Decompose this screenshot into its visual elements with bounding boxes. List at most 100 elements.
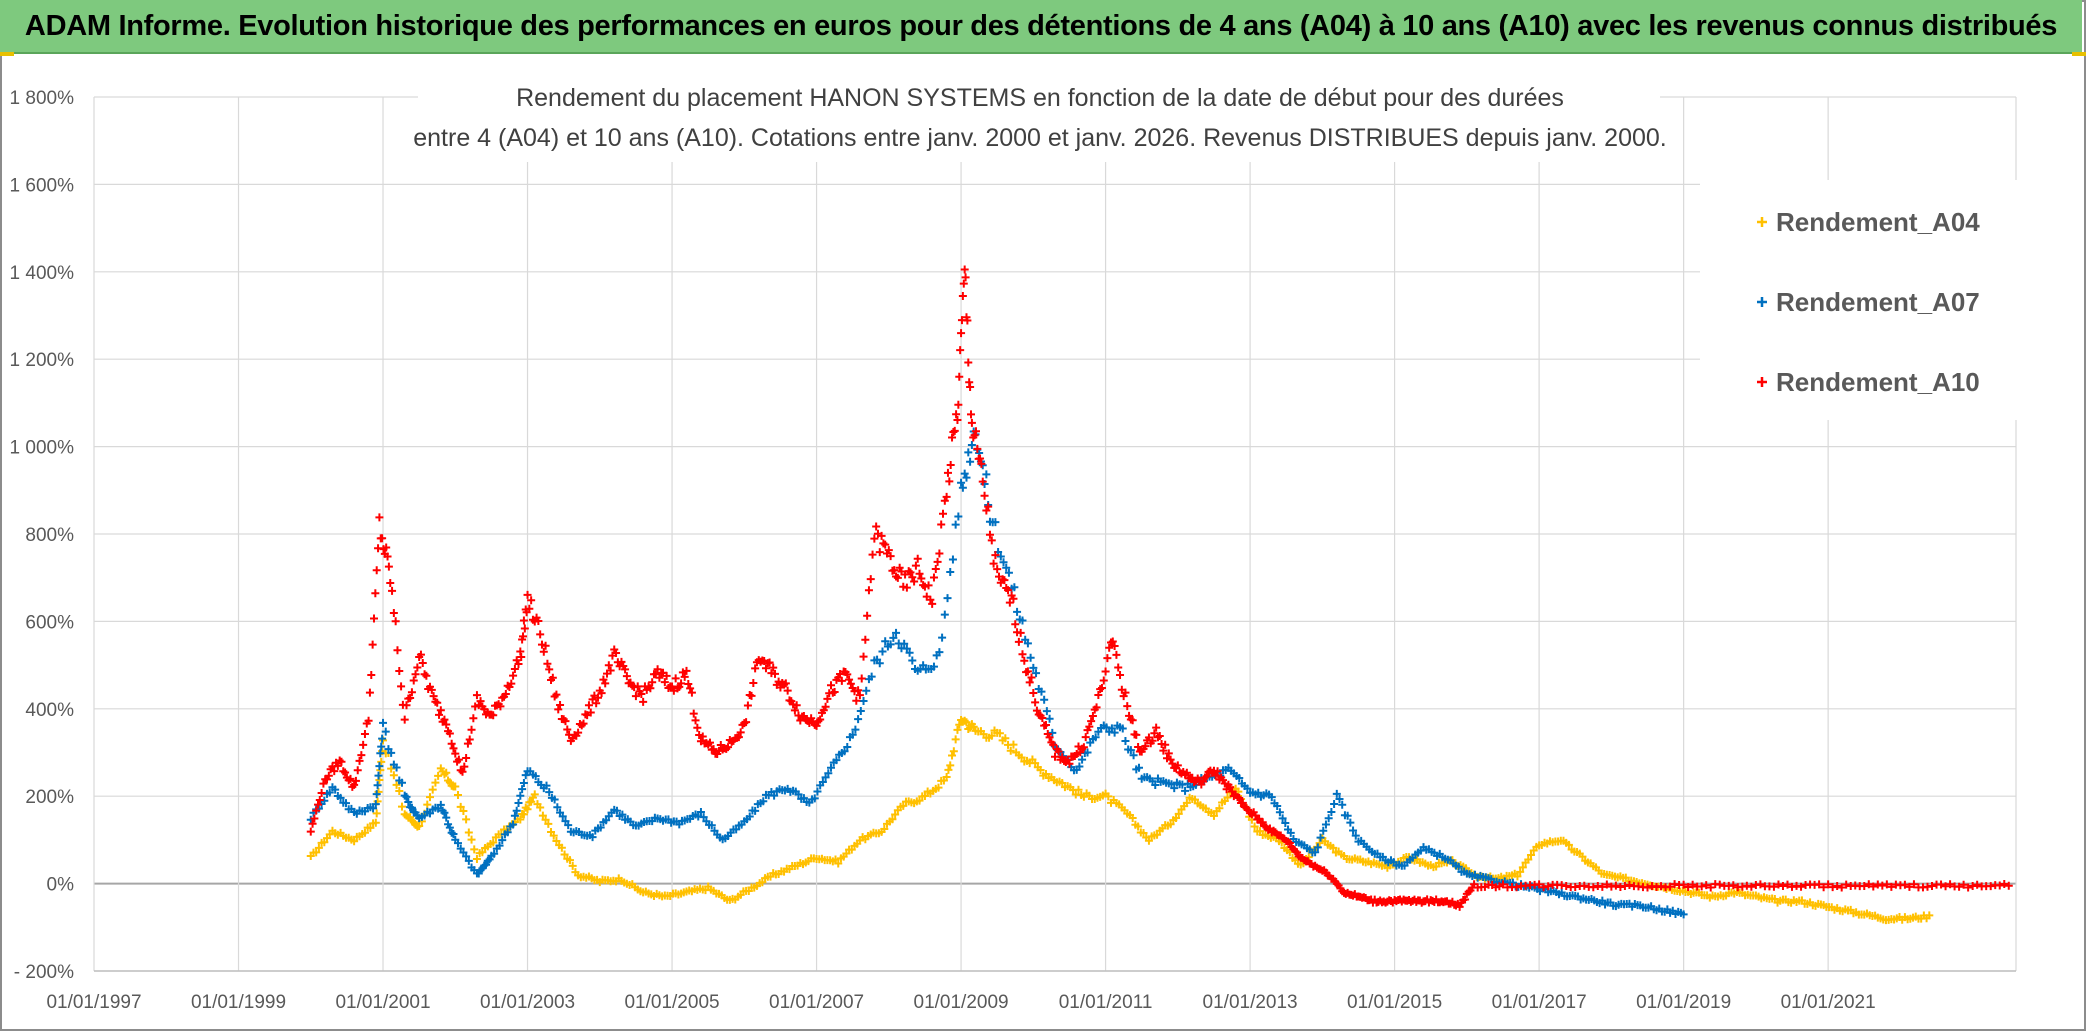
data-point: [1797, 882, 1806, 891]
data-point: [902, 644, 911, 653]
data-point: [1964, 883, 1973, 892]
data-point: [433, 698, 442, 707]
data-point: [1092, 703, 1101, 712]
data-point: [397, 682, 406, 691]
data-point: [1324, 814, 1333, 823]
data-point: [440, 808, 449, 817]
data-point: [402, 701, 411, 710]
data-point: [386, 579, 395, 588]
y-tick-label: 1 000%: [10, 438, 75, 459]
data-point: [310, 814, 319, 823]
data-point: [943, 468, 952, 477]
data-point: [1006, 746, 1015, 755]
data-point: [568, 861, 577, 870]
data-point: [481, 860, 490, 869]
data-point: [1026, 653, 1035, 662]
data-point: [948, 555, 957, 564]
data-point: [1023, 639, 1032, 648]
data-point: [962, 473, 971, 482]
data-point: [951, 735, 960, 744]
data-point: [1213, 767, 1222, 776]
data-point: [375, 513, 384, 522]
data-point: [476, 697, 485, 706]
data-point: [946, 460, 955, 469]
data-point: [395, 787, 404, 796]
data-point: [827, 763, 836, 772]
data-point: [536, 630, 545, 639]
data-point: [606, 666, 615, 675]
data-point: [388, 586, 397, 595]
data-point: [407, 803, 416, 812]
data-point: [1783, 880, 1792, 889]
data-point: [963, 316, 972, 325]
data-point: [1319, 826, 1328, 835]
data-point: [1132, 730, 1141, 739]
data-point: [1134, 742, 1143, 751]
data-point: [351, 776, 360, 785]
y-tick-label: 1 400%: [10, 263, 75, 284]
data-point: [400, 715, 409, 724]
data-point: [1166, 820, 1175, 829]
data-point: [516, 815, 525, 824]
data-point: [759, 797, 768, 806]
data-point: [406, 694, 415, 703]
data-point: [765, 658, 774, 667]
data-point: [556, 701, 565, 710]
data-point: [1706, 883, 1715, 892]
data-point: [1001, 734, 1010, 743]
data-point: [330, 767, 339, 776]
data-point: [910, 577, 919, 586]
data-point: [544, 819, 553, 828]
data-point: [503, 828, 512, 837]
data-point: [435, 710, 444, 719]
data-point: [407, 688, 416, 697]
data-point: [832, 756, 841, 765]
data-point: [761, 664, 770, 673]
data-point: [1042, 707, 1051, 716]
data-point: [1168, 759, 1177, 768]
data-point: [705, 738, 714, 747]
data-point: [1702, 881, 1711, 890]
data-point: [859, 652, 868, 661]
data-point: [959, 279, 968, 288]
data-point: [843, 670, 852, 679]
data-point: [1281, 818, 1290, 827]
data-point: [387, 748, 396, 757]
data-point: [557, 843, 566, 852]
data-point: [943, 594, 952, 603]
data-point: [1293, 848, 1302, 857]
data-point: [971, 427, 980, 436]
y-tick-label: 1 200%: [10, 350, 75, 371]
data-point: [355, 756, 364, 765]
data-point: [961, 273, 970, 282]
data-point: [1625, 880, 1634, 889]
data-point: [519, 779, 528, 788]
data-point: [369, 614, 378, 623]
data-point: [1031, 759, 1040, 768]
data-point: [939, 509, 948, 518]
data-point: [379, 718, 388, 727]
data-point: [445, 729, 454, 738]
data-point: [1498, 880, 1507, 889]
data-point: [584, 701, 593, 710]
data-point: [1155, 732, 1164, 741]
data-point: [542, 781, 551, 790]
data-point: [520, 624, 529, 633]
data-point: [935, 549, 944, 558]
data-point: [545, 788, 554, 797]
data-point: [1139, 828, 1148, 837]
data-point: [884, 546, 893, 555]
data-point: [1002, 563, 1011, 572]
data-point: [662, 671, 671, 680]
data-point: [1087, 717, 1096, 726]
data-point: [1900, 880, 1909, 889]
data-point: [686, 684, 695, 693]
data-point: [1286, 828, 1295, 837]
data-point: [456, 802, 465, 811]
data-point: [1151, 781, 1160, 790]
data-point: [463, 739, 472, 748]
data-point: [1174, 809, 1183, 818]
data-point: [1316, 833, 1325, 842]
data-point: [534, 617, 543, 626]
data-point: [312, 848, 321, 857]
